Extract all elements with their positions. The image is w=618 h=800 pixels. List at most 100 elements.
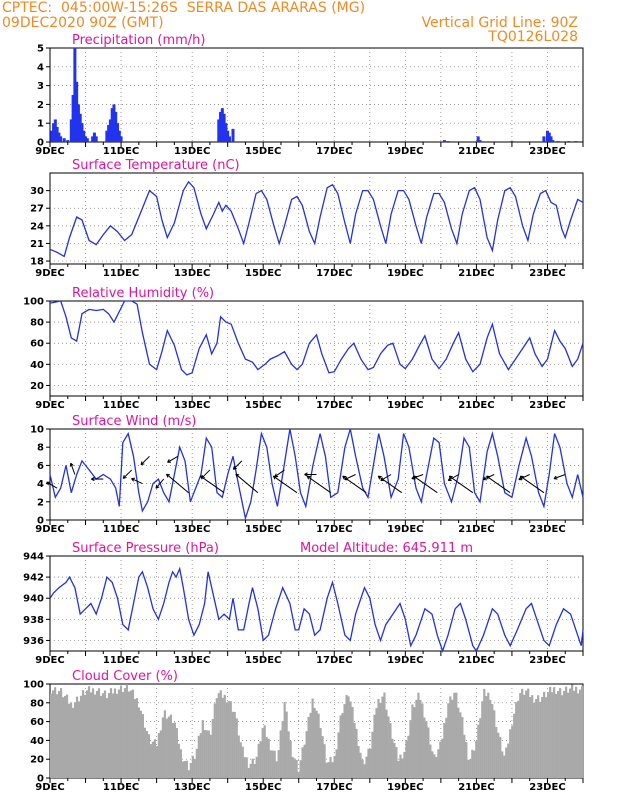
panel-5-bar (257, 743, 260, 778)
panel-5-bar (461, 717, 464, 778)
panel-5-bar (413, 707, 416, 778)
panel-2-frame (49, 300, 584, 397)
panel-5-bar (377, 698, 380, 778)
panel-0-bar (75, 81, 79, 142)
panel-5-bar (447, 703, 450, 778)
panel-5-bar (439, 741, 442, 778)
panel-0-bar (78, 113, 82, 142)
panel-5-bar (487, 692, 490, 778)
panel-5-bar (155, 746, 158, 778)
panel-0-bar (80, 123, 84, 142)
wind-arrow-head (167, 459, 172, 463)
panel-2-ytick-label: 100 (23, 297, 44, 308)
panel-5-bar (329, 757, 332, 778)
wind-arrow (131, 477, 143, 485)
panel-5-bar (255, 756, 258, 778)
panel-5-bar (477, 724, 480, 778)
panel-5-bar (449, 696, 452, 778)
panel-5-bar (143, 727, 147, 778)
header-grid-note: Vertical Grid Line: 90Z (421, 15, 578, 31)
panel-4-xtick-label: 17DEC (316, 655, 352, 666)
panel-5-bar (479, 718, 482, 778)
panel-5-bar (95, 690, 99, 778)
wind-arrow-shaft (201, 469, 211, 479)
panel-1-xtick-label: 23DEC (529, 268, 565, 279)
panel-5-ytick-label: 100 (23, 680, 44, 691)
panel-5-bar (181, 761, 184, 778)
panel-5-bar (289, 740, 292, 778)
panel-5-bar (121, 691, 125, 778)
panel-0-bar (224, 123, 228, 142)
panel-5-bar (325, 762, 328, 778)
panel-5-bar (539, 701, 542, 778)
wind-arrow-shaft (155, 478, 165, 489)
wind-arrow-shaft (274, 469, 285, 478)
panel-5-bar (453, 692, 456, 778)
panel-5-bar (93, 694, 97, 778)
panel-5-bar (291, 756, 294, 778)
panel-4-xtick-label: 13DEC (174, 655, 210, 666)
wind-arrow-shaft (200, 475, 225, 494)
panel-5-bar (51, 690, 55, 778)
panel-0-xtick-label: 13DEC (174, 146, 210, 157)
panel-5-bar (203, 730, 206, 778)
panel-5-bar (543, 691, 546, 778)
panel-5-bar (173, 722, 176, 778)
panel-2-ytick-label: 20 (30, 381, 44, 392)
panel-5-bar (437, 749, 440, 778)
wind-arrow-head (235, 473, 240, 478)
panel-5-bar (401, 758, 404, 778)
panel-0-bar (82, 130, 86, 142)
panel-5-bar (537, 695, 540, 778)
panel-5-bar (445, 717, 448, 778)
wind-arrow-shaft (411, 474, 424, 480)
panel-5-bar (375, 708, 378, 778)
panel-5-bar (215, 698, 218, 778)
wind-arrow (200, 475, 225, 494)
panel-5-bar (127, 691, 131, 778)
panel-5-bar (579, 689, 582, 778)
wind-arrow (69, 462, 76, 475)
panel-3-xtick-label: 9DEC (35, 524, 64, 535)
panel-5-bar (317, 713, 320, 778)
panel-5-bar (475, 740, 478, 778)
panel-5-bar (455, 692, 458, 778)
panel-5-bar (213, 703, 216, 778)
wind-arrow-head (553, 475, 558, 480)
panel-5-bar (65, 694, 69, 778)
wind-arrow-head (155, 484, 160, 489)
panel-5-bar (569, 688, 572, 778)
wind-arrow-shaft (447, 474, 459, 481)
panel-5-bar (145, 730, 149, 778)
panel-5-bar (129, 690, 133, 778)
panel-4-xtick-label: 21DEC (458, 655, 494, 666)
panel-0-bar (59, 136, 63, 142)
panel-5-bar (337, 732, 340, 778)
panel-5-bar (527, 688, 530, 778)
panel-0-bar (478, 140, 482, 142)
panel-5-bar (393, 742, 396, 778)
panel-5-bar (313, 707, 316, 778)
panel-5-bar (555, 693, 558, 778)
panel-0-bar (476, 136, 480, 142)
panel-5-bar (277, 750, 280, 778)
panel-5-bar (499, 736, 502, 778)
panel-5-bar (331, 762, 334, 778)
wind-arrow (342, 475, 367, 494)
panel-0-bar (71, 95, 75, 142)
wind-arrow-head (200, 475, 205, 480)
panel-0-bar (53, 119, 57, 142)
panel-3-ytick-label: 10 (30, 425, 44, 436)
panel-5-bar (191, 755, 194, 778)
panel-5-bar (341, 713, 344, 778)
wind-arrow-shaft (140, 455, 150, 466)
panel-5-bar (509, 729, 512, 778)
panel-0-bar (226, 130, 230, 142)
panel-5-bar (353, 722, 356, 778)
panel-5-bar (235, 718, 238, 778)
panel-0-bar (62, 138, 66, 142)
wind-arrow-head (413, 475, 418, 480)
panel-5-bar (109, 688, 113, 778)
panel-5-bar (407, 735, 410, 778)
panel-2-series-line (49, 300, 584, 376)
